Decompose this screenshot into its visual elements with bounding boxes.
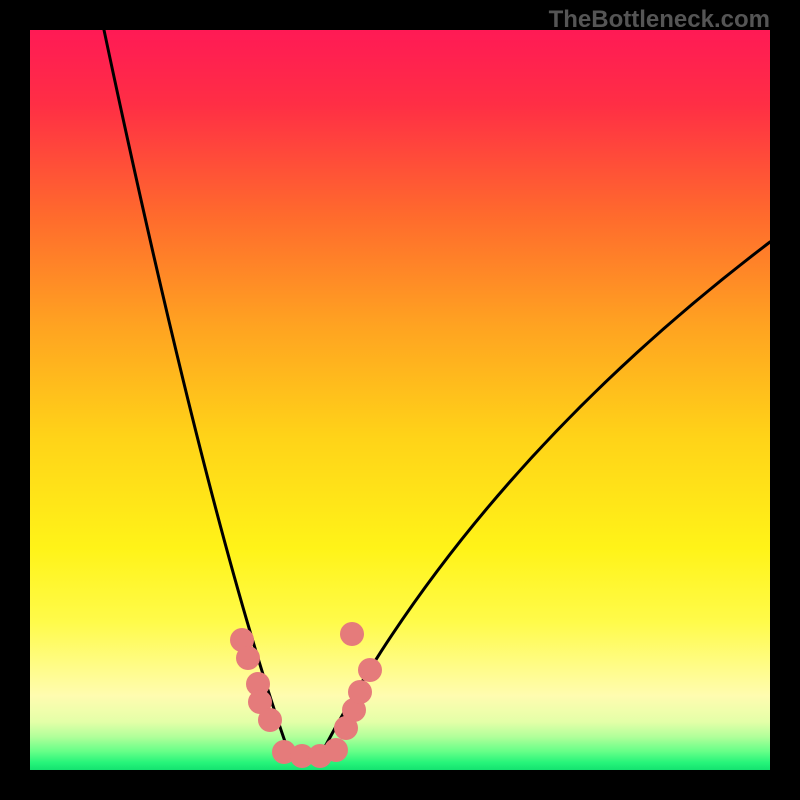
- watermark-text: TheBottleneck.com: [549, 6, 770, 34]
- plot-gradient-background: [30, 30, 770, 770]
- chart-container: TheBottleneck.com: [0, 0, 800, 800]
